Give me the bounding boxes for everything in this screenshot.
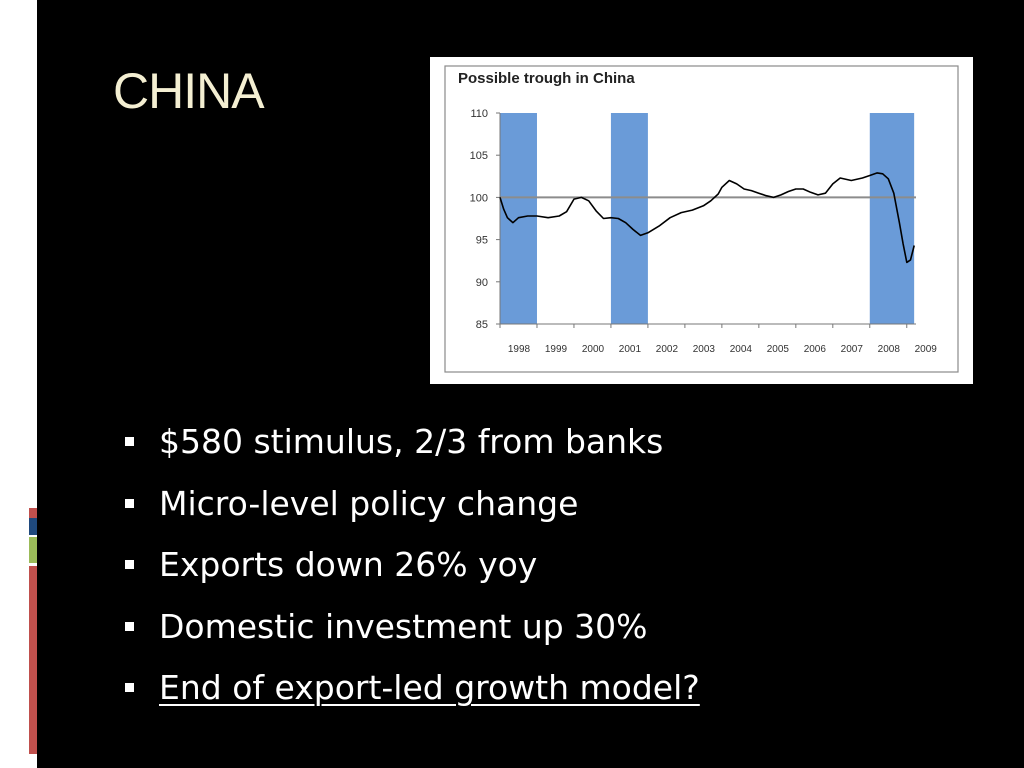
x-tick-label: 2008 [878,344,901,355]
bullet-text: Domestic investment up 30% [159,606,648,646]
bullet-marker [125,437,134,446]
recession-band [869,113,915,324]
bullet-text: Micro-level policy change [159,483,579,523]
x-tick-label: 2002 [656,344,679,355]
bullet-text: $580 stimulus, 2/3 from banks [159,422,664,461]
bullet-marker [125,683,134,692]
bullet-item[interactable]: End of export-led growth model? [125,662,700,724]
x-tick-label: 2005 [767,344,790,355]
x-tick-label: 1999 [545,344,568,355]
bullet-marker [125,560,134,569]
slide-title: CHINA [113,63,265,119]
y-tick-label: 95 [476,235,488,247]
left-decoration-strip [0,0,40,768]
accent-bar-3 [29,537,37,563]
y-tick-label: 100 [470,192,488,204]
y-tick-label: 110 [470,108,488,120]
y-tick-label: 85 [476,319,488,331]
x-tick-label: 2009 [915,344,938,355]
left-strip-edge [37,0,40,768]
x-tick-label: 2000 [582,344,605,355]
bullet-text: End of export-led growth model? [159,668,700,707]
x-tick-label: 1998 [508,344,531,355]
accent-bar-4 [29,566,37,754]
series-line [499,172,915,264]
x-tick-label: 2007 [841,344,864,355]
chart-title: Possible trough in China [458,70,635,87]
bullet-marker [125,621,134,631]
y-tick-label: 90 [476,277,488,289]
bullet-item: Domestic investment up 30% [125,601,700,663]
bullet-item: Micro-level policy change [125,478,700,540]
bullet-text: Exports down 26% yoy [159,545,538,584]
accent-bar-2 [29,518,37,535]
x-tick-label: 2003 [693,344,716,355]
x-tick-label: 2001 [619,344,642,355]
bullet-list: $580 stimulus, 2/3 from banks Micro-level… [125,416,700,724]
x-tick-label: 2004 [730,344,753,355]
chart-panel: Possible trough in China 110 105 100 95 90 85 1… [430,57,973,384]
y-tick-label: 105 [470,150,488,162]
bullet-marker [125,498,134,508]
bullet-item: $580 stimulus, 2/3 from banks [125,416,700,478]
bullet-item: Exports down 26% yoy [125,539,700,601]
trough-chart: Possible trough in China 110 105 100 95 90 85 1… [444,65,959,373]
accent-bar-1 [29,508,37,518]
x-tick-label: 2006 [804,344,827,355]
